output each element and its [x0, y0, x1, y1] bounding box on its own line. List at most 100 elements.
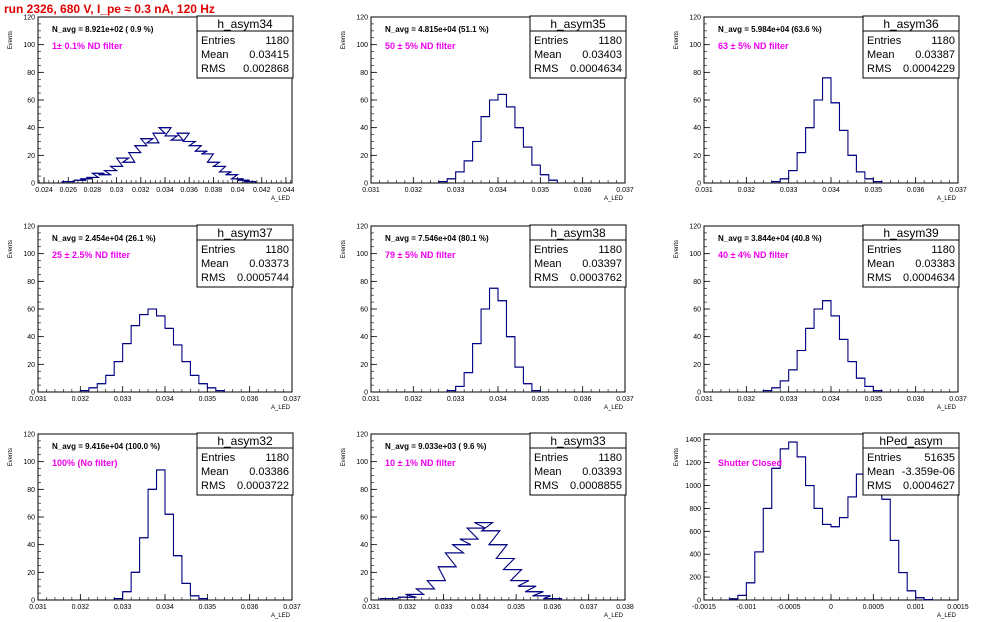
y-tick-label: 120 [356, 15, 368, 22]
x-tick-label: 0.037 [283, 396, 301, 403]
x-tick-label: 0.036 [544, 604, 562, 611]
navg-label: N_avg = 2.454e+04 (26.1 %) [52, 234, 156, 243]
histogram-panel: 0 20 40 60 80 100 120 0.031 0.032 0.033 0.034 0.035… [8, 432, 301, 620]
stats-box: h_asym38 Entries 1180 Mean 0.03397 RMS 0.00037… [529, 224, 627, 288]
x-tick-label: -0.001 [736, 604, 756, 611]
y-tick-label: 120 [356, 224, 368, 231]
y-tick-label: 80 [27, 279, 35, 286]
stats-label: Entries [201, 244, 236, 256]
stats-label: RMS [534, 63, 558, 75]
y-tick-label: 40 [27, 125, 35, 132]
stats-label: RMS [867, 272, 891, 284]
stats-frame [529, 432, 627, 496]
stats-frame [529, 224, 627, 288]
stats-title: h_asym37 [217, 226, 273, 240]
x-tick-label: 0.034 [471, 604, 489, 611]
y-axis-title: Events [674, 240, 680, 258]
stats-value: 0.002868 [243, 63, 289, 75]
y-tick-label: 60 [27, 98, 35, 105]
y-tick-label: 0 [31, 390, 35, 397]
stats-frame [862, 15, 960, 79]
x-tick-label: 0.038 [616, 604, 634, 611]
y-tick-label: 0 [697, 181, 701, 188]
stats-value: 0.03387 [915, 49, 955, 61]
y-tick-label: 120 [23, 15, 35, 22]
filter-label: 63 ± 5% ND filter [718, 41, 789, 51]
stats-value: 0.0004634 [570, 63, 622, 75]
stats-box: hPed_asym Entries 51635 Mean -3.359e-06 RMS 0.… [862, 432, 960, 496]
histogram-panel: 0 20 40 60 80 100 120 0.031 0.032 0.033 0.034 0.035… [341, 15, 634, 203]
navg-label: N_avg = 9.033e+03 ( 9.6 %) [385, 442, 487, 451]
y-tick-label: 100 [689, 42, 701, 49]
y-tick-label: 20 [27, 362, 35, 369]
stats-title: h_asym33 [550, 434, 606, 448]
x-tick-label: 0.037 [949, 187, 967, 194]
y-tick-label: 80 [693, 70, 701, 77]
stats-title: h_asym34 [217, 17, 273, 31]
stats-frame [529, 15, 627, 79]
stats-value: 1180 [265, 35, 289, 47]
navg-label: N_avg = 8.921e+02 ( 0.9 %) [52, 25, 154, 34]
x-tick-label: 0.031 [362, 396, 380, 403]
x-tick-label: 0.024 [35, 187, 53, 194]
stats-label: Mean [867, 258, 895, 270]
x-tick-label: 0.001 [907, 604, 925, 611]
filter-label: 50 ± 5% ND filter [385, 41, 456, 51]
stats-title: h_asym38 [550, 226, 606, 240]
x-tick-label: 0.032 [399, 604, 417, 611]
x-tick-label: 0.028 [84, 187, 102, 194]
y-tick-label: 20 [360, 153, 368, 160]
x-tick-label: 0.033 [114, 396, 132, 403]
y-axis-title: Events [341, 448, 347, 466]
y-tick-label: 100 [23, 459, 35, 466]
stats-title: hPed_asym [879, 434, 942, 448]
stats-value: 51635 [924, 452, 955, 464]
x-tick-label: 0.035 [199, 604, 217, 611]
x-tick-label: 0.036 [574, 396, 592, 403]
y-tick-label: 100 [689, 251, 701, 258]
x-tick-label: 0.037 [616, 187, 634, 194]
x-tick-label: 0.036 [241, 604, 259, 611]
stats-value: 1180 [931, 35, 955, 47]
x-tick-label: 0.037 [283, 604, 301, 611]
stats-label: Mean [867, 49, 895, 61]
y-tick-label: 100 [356, 42, 368, 49]
stats-value: 1180 [598, 452, 622, 464]
filter-label: 79 ± 5% ND filter [385, 250, 456, 260]
x-tick-label: 0.033 [447, 396, 465, 403]
stats-value: 0.03415 [249, 49, 289, 61]
x-tick-label: 0.032 [72, 396, 90, 403]
y-tick-label: 80 [360, 279, 368, 286]
stats-label: RMS [867, 63, 891, 75]
y-tick-label: 20 [27, 153, 35, 160]
x-axis-title: A_LED [604, 196, 624, 202]
stats-label: Mean [867, 466, 895, 478]
x-tick-label: 0.042 [253, 187, 271, 194]
histogram-outline [728, 441, 934, 601]
x-tick-label: 0.0005 [863, 604, 885, 611]
x-axis-title: A_LED [271, 196, 291, 202]
histogram-panel: 0 20 40 60 80 100 120 0.031 0.032 0.033 0.034 0.035… [341, 224, 634, 412]
stats-label: Mean [201, 258, 229, 270]
stats-value: 0.0003722 [237, 480, 289, 492]
x-tick-label: 0.035 [532, 396, 550, 403]
x-tick-label: 0 [829, 604, 833, 611]
y-tick-label: 20 [693, 153, 701, 160]
stats-label: RMS [867, 480, 891, 492]
y-tick-label: 120 [689, 15, 701, 22]
histogram-outline [762, 300, 883, 392]
stats-label: Mean [534, 49, 562, 61]
stats-label: Mean [201, 466, 229, 478]
stats-title: h_asym35 [550, 17, 606, 31]
x-axis-title: A_LED [271, 405, 291, 411]
stats-label: RMS [534, 480, 558, 492]
x-axis-title: A_LED [937, 196, 957, 202]
y-tick-label: 60 [360, 307, 368, 314]
x-tick-label: 0.037 [580, 604, 598, 611]
stats-label: Mean [534, 258, 562, 270]
stats-value: 0.03403 [582, 49, 622, 61]
x-tick-label: 0.038 [205, 187, 223, 194]
stats-label: Mean [201, 49, 229, 61]
stats-frame [196, 432, 294, 496]
